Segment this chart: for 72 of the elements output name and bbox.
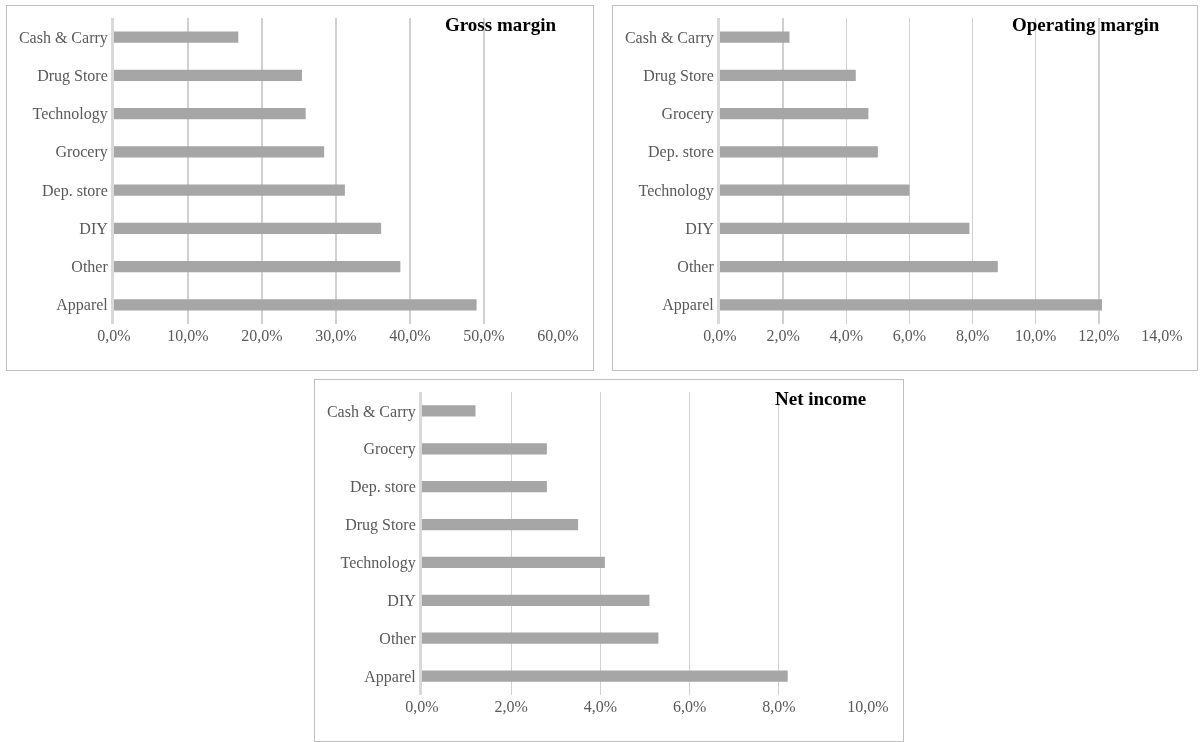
y-tick-label: Apparel — [364, 667, 417, 686]
y-tick-label: Technology — [340, 554, 416, 573]
y-tick-label: Dep. store — [42, 181, 108, 200]
bar — [720, 222, 970, 235]
bar — [114, 222, 382, 235]
bar — [422, 632, 659, 644]
bar — [720, 299, 1103, 311]
y-tick-label: Other — [677, 258, 715, 276]
bar — [720, 146, 878, 158]
x-tick-label: 0,0% — [97, 327, 131, 344]
x-tick-label: 10,0% — [167, 327, 209, 344]
x-tick-label: 8,0% — [762, 698, 796, 715]
bar — [114, 184, 345, 196]
x-tick-label: 0,0% — [703, 327, 737, 344]
bar — [114, 260, 401, 273]
bar — [422, 481, 547, 493]
bar — [114, 146, 325, 158]
x-tick-label: 12,0% — [1078, 327, 1120, 344]
chart-title: Gross margin — [445, 14, 557, 35]
y-tick-label: Cash & Carry — [18, 28, 108, 47]
y-tick-label: Cash & Carry — [326, 402, 416, 421]
x-tick-label: 40,0% — [389, 327, 431, 344]
y-tick-label: Dep. store — [648, 143, 714, 162]
y-tick-label: Grocery — [363, 440, 416, 459]
x-tick-label: 14,0% — [1141, 327, 1183, 344]
bar — [720, 69, 856, 82]
x-tick-label: 6,0% — [892, 327, 927, 344]
x-tick-label: 4,0% — [583, 698, 618, 715]
bar — [422, 670, 788, 682]
y-tick-label: Other — [379, 629, 417, 647]
bar — [720, 184, 910, 196]
y-tick-label: Technology — [32, 105, 108, 124]
y-tick-label: DIY — [79, 219, 109, 237]
x-tick-label: 60,0% — [537, 327, 579, 344]
y-tick-label: Grocery — [55, 143, 108, 162]
y-tick-label: Cash & Carry — [624, 28, 714, 47]
bar — [720, 31, 790, 43]
y-tick-label: Dep. store — [350, 478, 416, 497]
y-tick-label: Drug Store — [643, 66, 714, 85]
x-tick-label: 0,0% — [405, 698, 439, 715]
y-tick-label: Apparel — [662, 296, 715, 315]
bar — [114, 299, 477, 311]
bar — [114, 69, 302, 82]
x-tick-label: 30,0% — [315, 327, 357, 344]
x-tick-label: 10,0% — [847, 698, 889, 715]
bar — [720, 107, 869, 120]
x-tick-label: 10,0% — [1015, 327, 1057, 344]
y-tick-label: Drug Store — [37, 66, 108, 85]
y-tick-label: Apparel — [56, 296, 109, 315]
bar — [422, 594, 650, 606]
x-tick-label: 6,0% — [672, 698, 707, 715]
bar — [114, 31, 239, 43]
y-tick-label: Other — [71, 258, 109, 276]
bar — [422, 405, 476, 417]
bar — [720, 260, 998, 273]
x-tick-label: 2,0% — [494, 698, 528, 715]
x-tick-label: 50,0% — [463, 327, 505, 344]
chart-title: Net income — [775, 388, 867, 409]
bar — [114, 107, 306, 120]
x-tick-label: 8,0% — [955, 327, 990, 344]
x-tick-label: 4,0% — [829, 327, 863, 344]
x-tick-label: 20,0% — [241, 327, 283, 344]
y-tick-label: DIY — [685, 219, 715, 237]
bar — [422, 518, 579, 531]
y-tick-label: Technology — [638, 181, 714, 200]
y-tick-label: DIY — [387, 591, 417, 609]
bar — [422, 443, 547, 455]
chart-title: Operating margin — [1012, 14, 1160, 35]
y-tick-label: Grocery — [661, 105, 714, 124]
y-tick-label: Drug Store — [345, 516, 416, 535]
x-tick-label: 2,0% — [766, 327, 800, 344]
bar — [422, 556, 605, 569]
